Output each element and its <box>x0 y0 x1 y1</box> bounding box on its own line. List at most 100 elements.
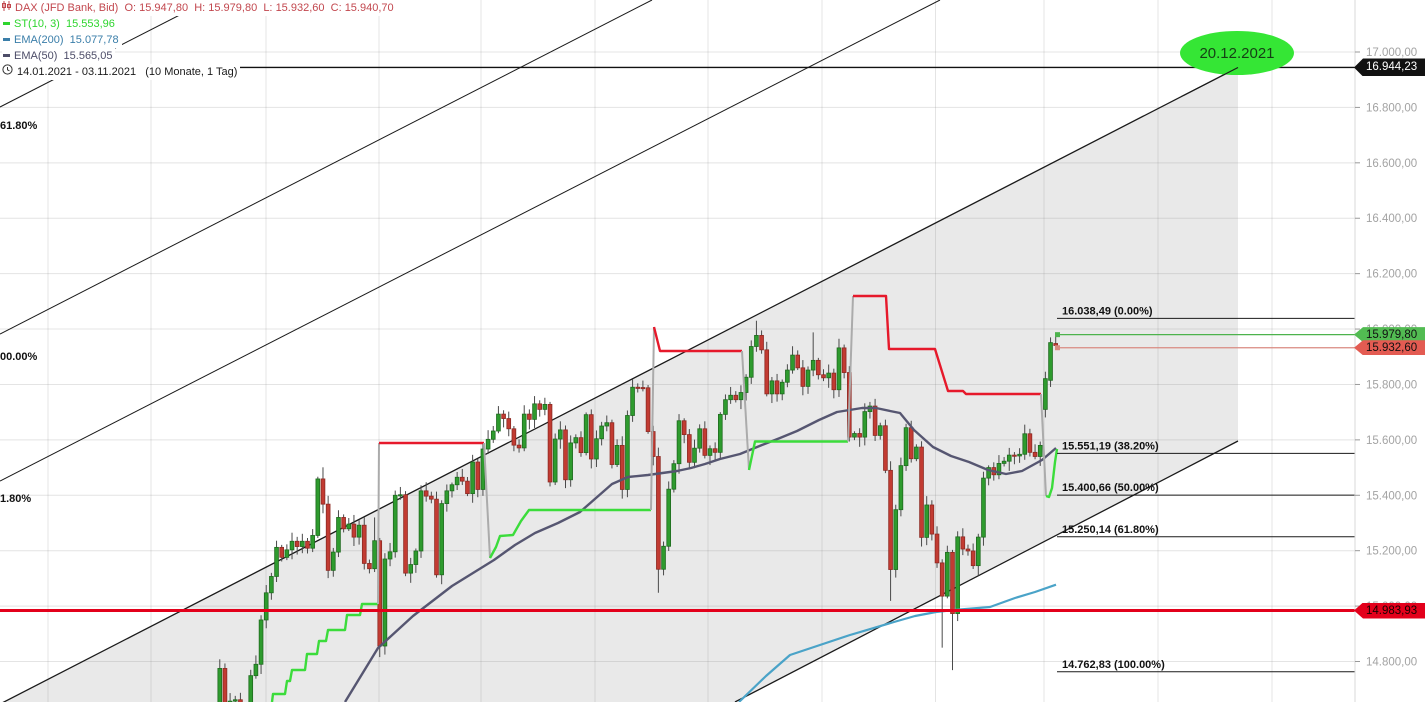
ema200-value: 15.077,78 <box>69 34 119 47</box>
supertrend-label: ST(10, 3) <box>14 18 60 31</box>
supertrend-connector[interactable] <box>650 326 655 511</box>
supertrend-connector[interactable] <box>377 442 380 605</box>
clock-face <box>2 64 13 75</box>
candle-down <box>759 335 764 351</box>
fibonacci-channel-line[interactable] <box>0 0 653 335</box>
candle-up <box>810 359 816 371</box>
candle-up <box>408 564 413 574</box>
candle-up <box>258 619 264 665</box>
clock-icon <box>2 64 13 80</box>
price-axis-label: 15.800,00 <box>1366 379 1417 391</box>
supertrend-connector[interactable] <box>847 295 854 442</box>
projection-date-text: 20.12.2021 <box>1199 44 1275 62</box>
candle-up <box>444 490 450 504</box>
clock-icon-graphic <box>2 64 13 75</box>
candle-down <box>320 478 326 505</box>
ohlc-low-label: L: <box>263 2 273 14</box>
clock-hands <box>7 67 10 72</box>
legend-daterange-row[interactable]: 14.01.2021 - 03.11.2021 (10 Monate, 1 Ta… <box>2 64 241 81</box>
candle-up <box>315 478 321 536</box>
candle-up <box>392 494 398 553</box>
candle-down <box>712 448 718 453</box>
supertrend-support-line[interactable] <box>1045 448 1059 499</box>
legend-ema50-row[interactable]: EMA(50) 15.565,05 <box>2 48 116 65</box>
candle-up <box>862 411 868 438</box>
candle-up <box>955 536 960 614</box>
candle-up <box>1037 445 1043 457</box>
icon-body-2 <box>7 4 11 9</box>
candle-down <box>609 422 615 465</box>
candle-up <box>1006 454 1012 462</box>
candle-up <box>382 558 388 647</box>
legend-ema200-row[interactable]: EMA(200) 15.077,78 <box>2 32 122 49</box>
candle-up <box>454 476 460 486</box>
legend-instrument-row[interactable]: DAX (JFD Bank, Bid) O: 15.947,80 H: 15.9… <box>2 0 397 17</box>
candle-up <box>1048 342 1053 381</box>
candle-down <box>919 446 924 538</box>
candle-up <box>583 414 589 454</box>
candle-down <box>800 367 806 387</box>
candle-down <box>965 548 971 552</box>
supertrend-support-line[interactable] <box>270 602 378 702</box>
ohlc-close-label: C: <box>330 2 342 14</box>
candle-up <box>330 551 336 571</box>
support-line-price-tag: 14.983,93 <box>1354 602 1425 619</box>
candle-up <box>594 438 599 460</box>
supertrend-value: 15.553,96 <box>65 18 115 31</box>
ema200-line[interactable] <box>738 583 1057 702</box>
candle-up <box>418 490 424 552</box>
ohlc-high-label: H: <box>194 2 206 14</box>
candle-down <box>325 503 331 571</box>
candle-up <box>558 429 563 440</box>
legend-supertrend-row[interactable]: ST(10, 3) 15.553,96 <box>2 16 118 33</box>
candle-down <box>305 540 310 549</box>
ohlc-low-value: 15.932,60 <box>275 2 325 14</box>
candle-up <box>877 425 883 436</box>
ema50-line[interactable] <box>343 406 1057 702</box>
candle-up <box>336 517 341 553</box>
candle-down <box>527 413 532 420</box>
candle-down <box>816 359 821 376</box>
candle-down <box>702 428 708 456</box>
candle-down <box>434 498 439 576</box>
candle-up <box>625 415 630 490</box>
candle-up <box>738 392 744 401</box>
trend-channel-bottom-line[interactable] <box>734 440 1239 702</box>
fibonacci-channel-line[interactable] <box>0 0 941 482</box>
ohlc-close-value: 15.940,70 <box>344 2 394 14</box>
trend-channel-top-line[interactable] <box>0 66 1239 702</box>
candle-down <box>475 461 481 490</box>
supertrend-connector[interactable] <box>741 350 750 471</box>
candle-down <box>939 562 945 597</box>
candle-down <box>563 429 568 481</box>
supertrend-connector[interactable] <box>1040 393 1047 497</box>
candle-down <box>589 414 594 460</box>
projection-date-ellipse[interactable]: 20.12.2021 <box>1180 31 1294 75</box>
candle-down <box>619 445 625 490</box>
candle-down <box>222 668 228 702</box>
candle-down <box>403 494 408 574</box>
candle-up <box>676 420 682 465</box>
candle-down <box>635 386 641 389</box>
trend-channel-fill <box>0 67 1238 702</box>
supertrend-resistance-line[interactable] <box>652 326 742 353</box>
candle-up <box>790 354 795 371</box>
candle-down <box>950 551 955 614</box>
candle-up <box>945 551 950 597</box>
fib-level-label: 15.551,19 (38.20%) <box>1062 440 1159 452</box>
candle-up <box>300 540 305 547</box>
supertrend-connector[interactable] <box>483 442 491 559</box>
fib-level-label: 15.400,66 (50.00%) <box>1062 482 1159 494</box>
candle-up <box>692 447 697 463</box>
ask-price-tag: 15.979,80 <box>1354 327 1425 343</box>
candle-down <box>465 480 470 495</box>
candle-up <box>604 422 610 427</box>
candle-down <box>279 546 284 558</box>
supertrend-resistance-line[interactable] <box>853 294 1041 396</box>
supertrend-support-line[interactable] <box>488 508 651 559</box>
icon-body-1 <box>2 3 6 9</box>
supertrend-support-line[interactable] <box>747 440 848 471</box>
candle-down <box>733 394 739 401</box>
